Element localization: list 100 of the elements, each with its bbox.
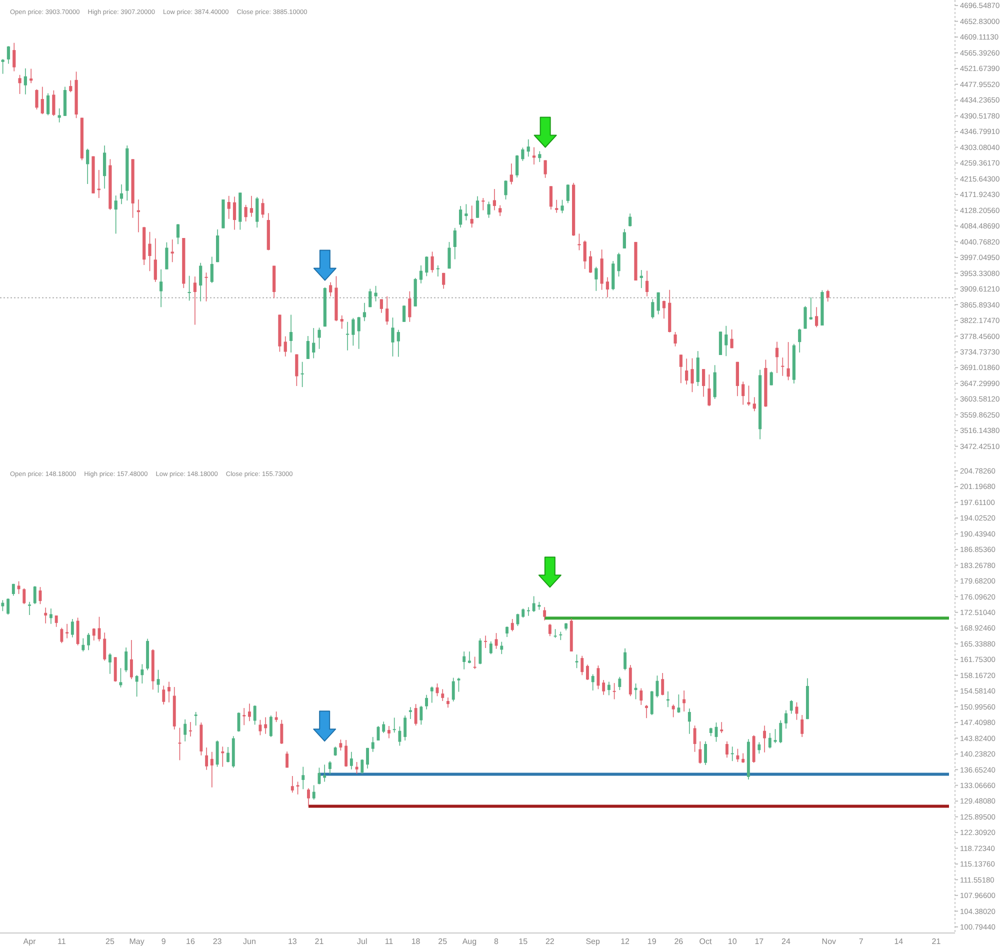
candlestick xyxy=(328,760,332,775)
candlestick xyxy=(484,635,488,648)
candlestick xyxy=(60,627,64,644)
candlestick xyxy=(650,690,654,716)
candlestick xyxy=(462,651,466,670)
x-tick-label: 13 xyxy=(288,937,298,946)
candlestick xyxy=(286,751,289,768)
candlestick xyxy=(758,742,761,754)
x-tick-label: Aug xyxy=(462,937,477,946)
candlestick xyxy=(698,740,702,764)
x-tick-label: 25 xyxy=(438,937,448,946)
candlestick xyxy=(656,292,660,315)
candlestick xyxy=(468,651,471,664)
candlestick xyxy=(704,740,707,766)
candlestick xyxy=(506,626,508,638)
candlestick xyxy=(718,331,722,356)
candlestick xyxy=(402,304,406,322)
x-tick-label: 23 xyxy=(212,937,222,946)
candlestick xyxy=(446,697,450,708)
candlestick xyxy=(441,688,444,702)
candlestick xyxy=(768,732,772,749)
candlestick xyxy=(708,374,711,407)
candlestick xyxy=(702,368,706,398)
candlestick xyxy=(747,385,750,406)
candlestick xyxy=(114,195,118,234)
candlestick xyxy=(398,726,402,746)
candlestick xyxy=(312,784,316,800)
candlestick xyxy=(346,321,350,351)
candlestick xyxy=(591,674,594,691)
candlestick xyxy=(498,204,502,216)
candlestick xyxy=(148,231,152,272)
candlestick xyxy=(661,672,664,696)
candlestick xyxy=(368,288,372,308)
candlestick xyxy=(76,617,80,646)
candlestick xyxy=(510,618,514,632)
x-tick-label: Jun xyxy=(243,937,256,946)
candlestick xyxy=(430,251,434,273)
candlestick xyxy=(40,86,44,115)
candlestick xyxy=(87,632,90,651)
candlestick xyxy=(392,717,396,733)
candlestick xyxy=(386,296,389,326)
candlestick xyxy=(168,681,170,703)
candlestick xyxy=(154,238,157,282)
candlestick xyxy=(543,606,546,621)
candlestick xyxy=(357,316,360,350)
candlestick xyxy=(494,632,498,650)
candlestick xyxy=(560,199,564,214)
candlestick xyxy=(730,329,734,349)
candlestick xyxy=(674,332,677,347)
x-tick-label: 21 xyxy=(932,937,942,946)
candlestick xyxy=(763,725,766,753)
candlestick xyxy=(742,381,745,406)
candlestick xyxy=(419,264,423,284)
candlestick xyxy=(159,268,163,308)
x-tick-label: 9 xyxy=(161,937,166,946)
x-tick-label: 19 xyxy=(647,937,657,946)
candlestick xyxy=(162,685,166,705)
x-tick-label: Sep xyxy=(586,937,601,946)
candlestick xyxy=(226,746,230,763)
x-tick-label: 26 xyxy=(674,937,684,946)
candlestick xyxy=(244,204,248,222)
candlestick xyxy=(295,354,298,386)
candlestick xyxy=(165,242,168,270)
candlestick xyxy=(532,596,536,612)
candlestick xyxy=(672,704,675,718)
candlestick xyxy=(775,341,779,374)
x-tick-label: Jul xyxy=(357,937,368,946)
candlestick xyxy=(690,358,694,393)
candlestick xyxy=(70,618,74,638)
candlestick xyxy=(645,270,649,297)
x-tick-label: Apr xyxy=(23,937,36,946)
candlestick xyxy=(622,228,626,249)
candlestick xyxy=(366,748,369,769)
candlestick xyxy=(404,715,407,741)
candlestick xyxy=(184,719,187,742)
candlestick xyxy=(355,762,358,774)
candlestick xyxy=(606,276,610,298)
candlestick xyxy=(300,361,304,388)
candlestick xyxy=(442,272,446,290)
candlestick xyxy=(752,396,756,412)
candlestick xyxy=(205,747,208,770)
candlestick xyxy=(526,606,530,616)
candlestick xyxy=(274,711,278,722)
candlestick xyxy=(28,601,31,616)
candlestick xyxy=(97,170,100,198)
candlestick xyxy=(119,668,122,688)
candlestick xyxy=(826,289,830,302)
candlestick xyxy=(120,184,124,205)
candlestick xyxy=(176,224,180,245)
candlestick xyxy=(448,242,451,270)
x-tick-label: 10 xyxy=(728,937,738,946)
candlestick xyxy=(302,766,305,790)
candlestick xyxy=(52,90,56,116)
candlestick xyxy=(815,306,818,328)
candlestick xyxy=(391,317,394,357)
candlestick xyxy=(583,240,586,270)
candlestick xyxy=(786,342,790,381)
candlestick xyxy=(312,328,316,359)
candlestick xyxy=(458,206,462,228)
candlestick xyxy=(617,252,620,277)
